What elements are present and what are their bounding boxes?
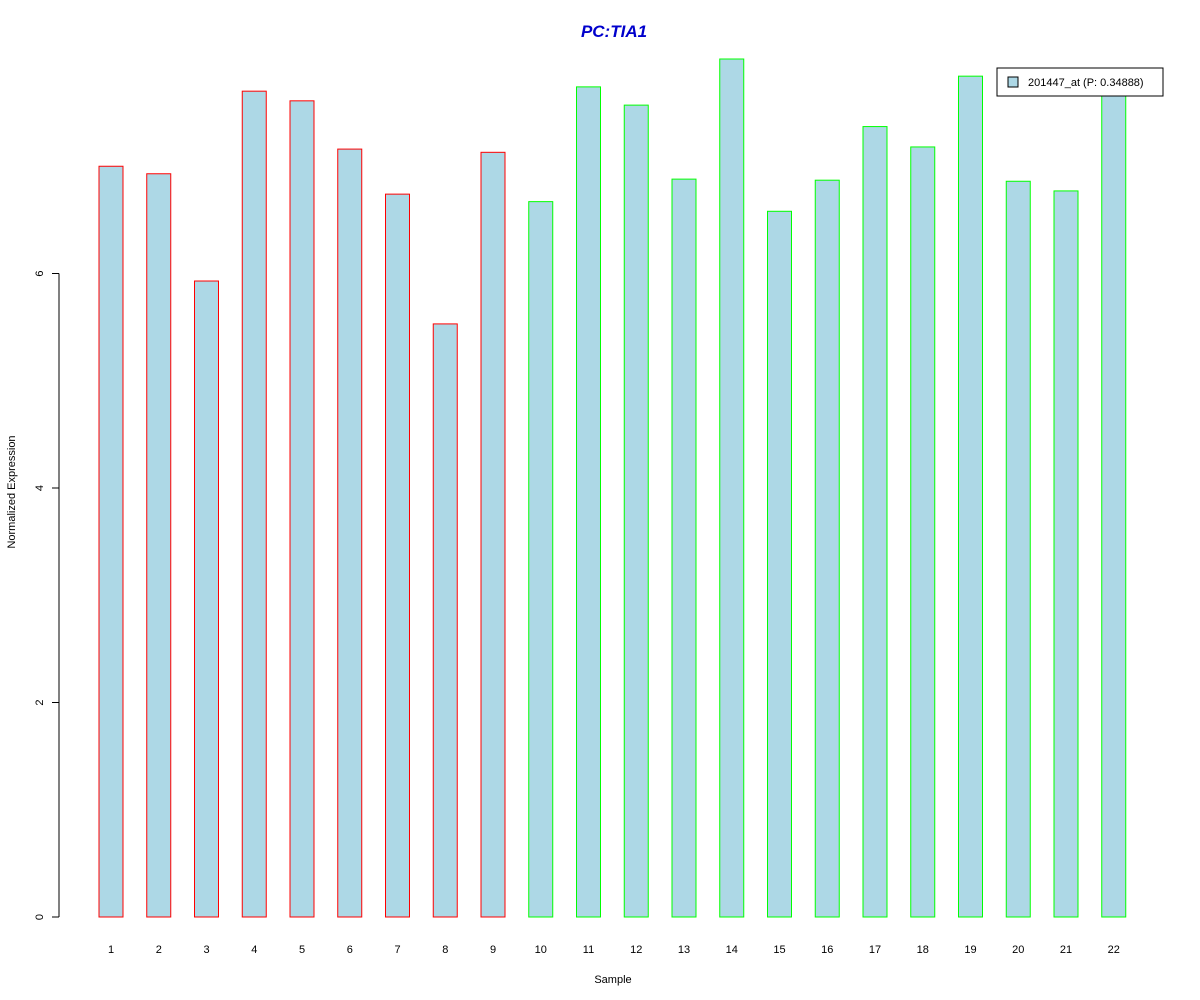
bar-sample-9 xyxy=(480,151,506,918)
legend: 201447_at (P: 0.34888) xyxy=(996,67,1164,97)
y-axis: 0 2 4 6 xyxy=(34,270,60,920)
bar-sample-11 xyxy=(576,86,601,918)
chart-title: PC:TIA1 xyxy=(581,22,647,41)
bars-group xyxy=(98,58,1127,918)
bar-sample-12 xyxy=(623,104,649,918)
x-tick-label: 17 xyxy=(869,944,881,956)
x-tick-label: 22 xyxy=(1108,944,1120,956)
x-tick-label: 6 xyxy=(347,944,353,956)
bar-sample-20 xyxy=(1005,180,1031,918)
bar-sample-6 xyxy=(337,148,363,918)
x-tick-label: 16 xyxy=(821,944,833,956)
bar-sample-14 xyxy=(719,58,745,918)
x-tick-labels: 1 2 3 4 5 6 7 8 9 10 11 12 13 14 15 16 17 18 19 20 21 22 xyxy=(108,944,1120,956)
bar-sample-2 xyxy=(146,173,172,918)
y-axis-label: Normalized Expression xyxy=(6,435,18,548)
bar-sample-3 xyxy=(194,280,219,918)
x-tick-label: 21 xyxy=(1060,944,1072,956)
x-tick-label: 1 xyxy=(108,944,114,956)
legend-box xyxy=(996,67,1164,97)
legend-label: 201447_at (P: 0.34888) xyxy=(1028,77,1144,89)
bar-sample-16 xyxy=(814,179,840,918)
x-tick-label: 7 xyxy=(394,944,400,956)
x-tick-label: 2 xyxy=(156,944,162,956)
x-tick-label: 13 xyxy=(678,944,690,956)
bar-sample-17 xyxy=(862,126,888,918)
x-tick-label: 20 xyxy=(1012,944,1024,956)
x-tick-label: 4 xyxy=(251,944,257,956)
bar-sample-13 xyxy=(671,178,697,918)
bar-sample-7 xyxy=(385,193,410,918)
bar-sample-22 xyxy=(1101,85,1127,918)
bar-sample-4 xyxy=(241,90,267,918)
x-axis-label: Sample xyxy=(594,974,631,986)
y-tick-label: 0 xyxy=(34,914,46,920)
x-tick-label: 11 xyxy=(583,944,594,956)
bar-sample-19 xyxy=(958,75,983,918)
bar-sample-18 xyxy=(910,146,936,918)
bar-sample-5 xyxy=(289,100,315,918)
x-tick-label: 15 xyxy=(773,944,785,956)
x-tick-label: 19 xyxy=(964,944,976,956)
bar-sample-10 xyxy=(528,201,554,918)
bar-sample-1 xyxy=(98,165,124,918)
x-tick-label: 3 xyxy=(203,944,209,956)
y-tick-label: 4 xyxy=(34,485,46,491)
y-tick-label: 6 xyxy=(34,270,46,276)
legend-swatch xyxy=(1007,76,1019,88)
bar-sample-15 xyxy=(767,210,792,918)
x-tick-label: 9 xyxy=(490,944,496,956)
x-tick-label: 5 xyxy=(299,944,305,956)
y-tick-label: 2 xyxy=(34,699,46,705)
x-tick-label: 14 xyxy=(726,944,738,956)
bar-sample-8 xyxy=(432,323,458,918)
x-tick-label: 8 xyxy=(442,944,448,956)
bar-sample-21 xyxy=(1053,190,1079,918)
x-tick-label: 18 xyxy=(917,944,929,956)
x-tick-label: 10 xyxy=(535,944,547,956)
x-tick-label: 12 xyxy=(630,944,642,956)
